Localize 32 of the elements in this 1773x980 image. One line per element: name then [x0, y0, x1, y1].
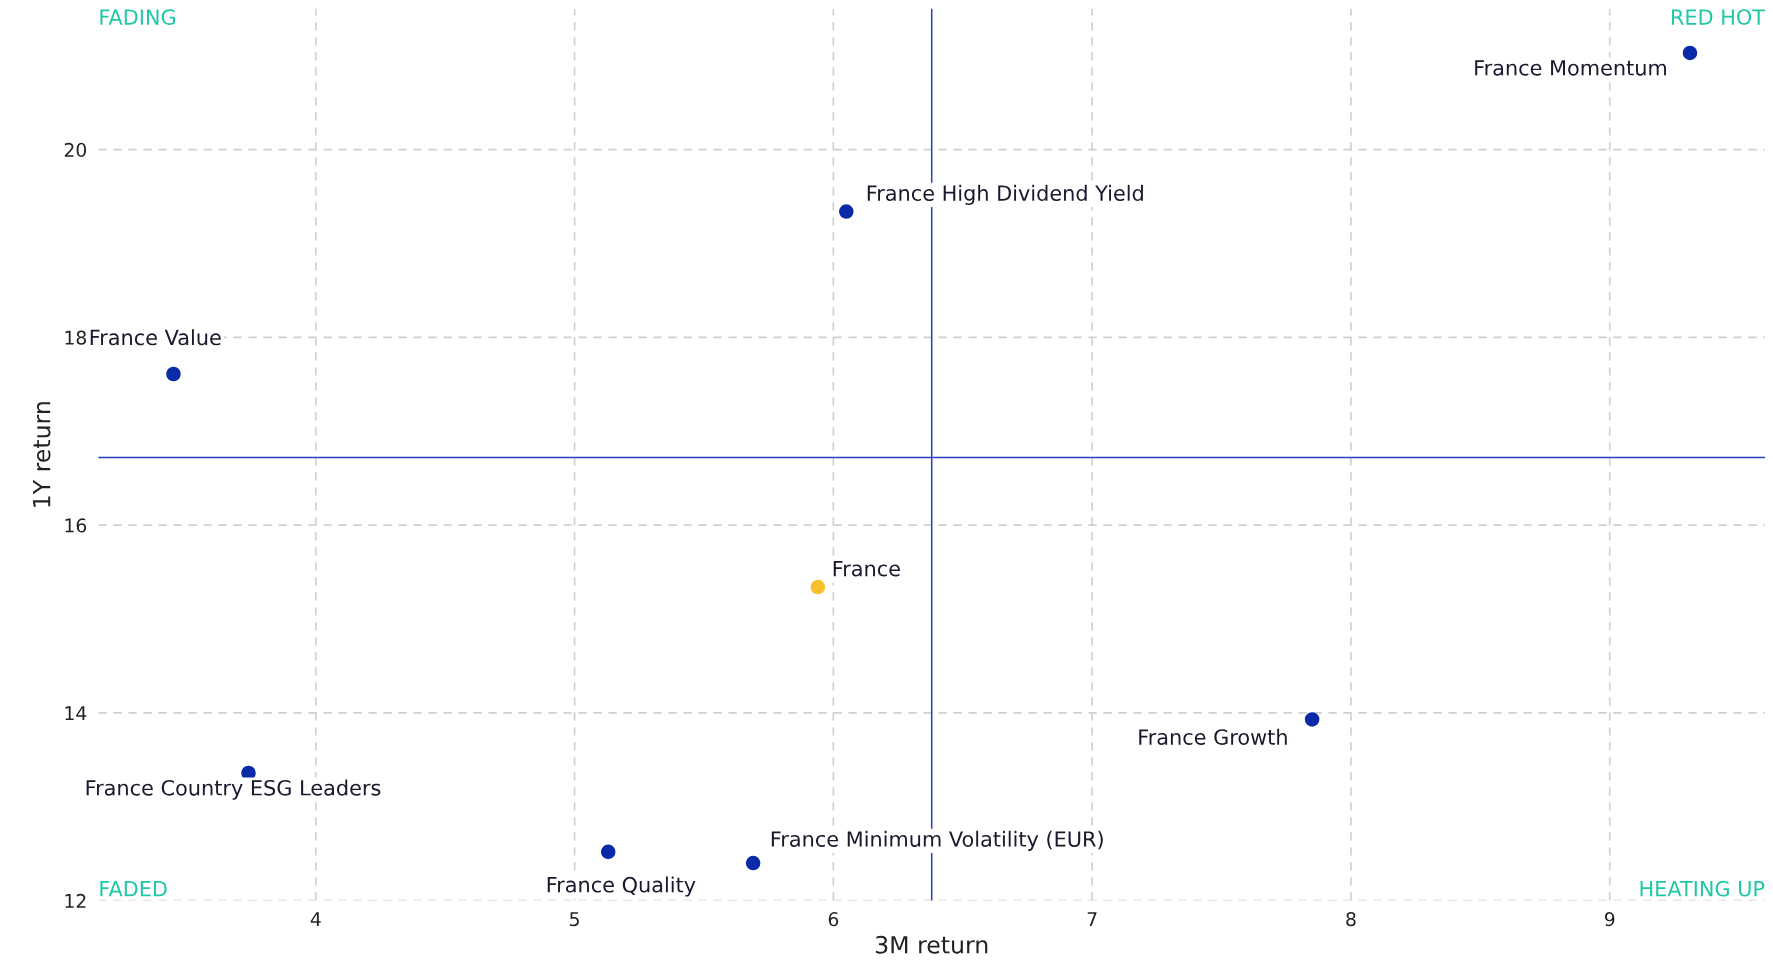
point [1682, 45, 1698, 61]
point [745, 855, 761, 871]
y-tick-label: 20 [64, 142, 87, 158]
series-label: France High Dividend Yield [867, 184, 1143, 205]
y-axis-title: 1Y return [32, 402, 51, 507]
x-tick-label: 6 [828, 912, 839, 927]
series-label: France Country ESG Leaders [86, 779, 381, 800]
point [166, 366, 181, 382]
y-tick-label: 12 [65, 893, 86, 908]
annotation: HEATING UP [1640, 880, 1765, 897]
point [839, 204, 854, 219]
series-label: France Minimum Volatility (EUR) [771, 830, 1103, 851]
y-tick-label: 14 [65, 706, 87, 720]
x-tick-label: 8 [1346, 912, 1356, 927]
series-label: France Value [90, 329, 221, 346]
annotation: RED HOT [1671, 9, 1766, 25]
annotation: FADED [100, 881, 167, 897]
series-label: France Growth [1139, 728, 1287, 745]
annotation: FADING [100, 9, 175, 25]
point [810, 579, 826, 595]
y-tick-label: 16 [65, 518, 87, 533]
series-label: France Quality [547, 876, 696, 897]
x-tick-label: 4 [310, 912, 321, 926]
x-tick-label: 7 [1087, 912, 1097, 926]
x-axis-title: 3M return [875, 935, 988, 954]
series-label: France [833, 560, 900, 577]
x-tick-label: 5 [570, 912, 579, 927]
y-tick-label: 18 [65, 330, 87, 345]
point [1304, 712, 1320, 727]
series-label: France Momentum [1475, 60, 1666, 76]
point [600, 844, 616, 860]
x-tick-label: 9 [1604, 912, 1615, 927]
